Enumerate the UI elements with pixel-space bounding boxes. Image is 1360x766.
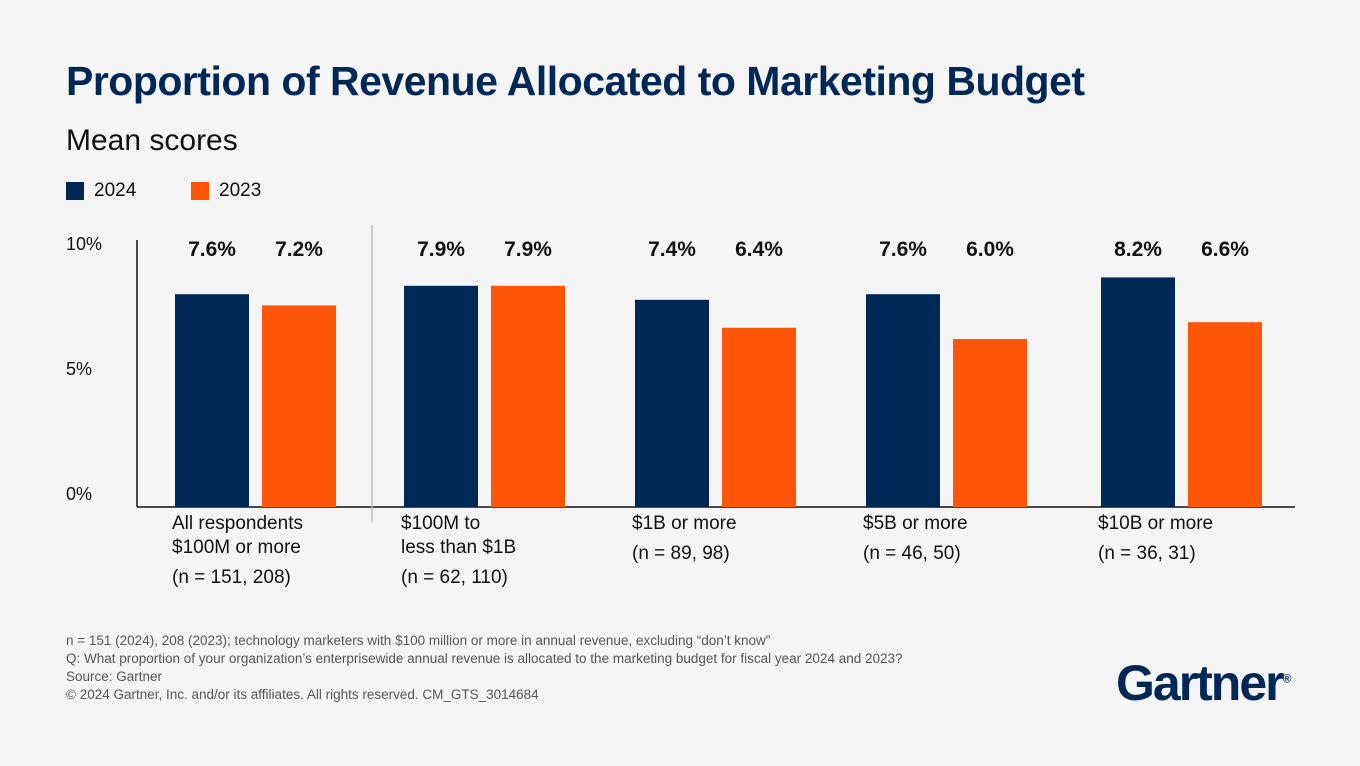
category-label: $5B or more xyxy=(863,513,968,534)
legend-item-2024: 2024 xyxy=(66,180,136,202)
y-tick-label: 10% xyxy=(66,234,103,254)
sample-size-label: (n = 151, 208) xyxy=(172,567,291,588)
bar-2023-0 xyxy=(262,305,336,507)
bar-2024-4 xyxy=(1101,277,1175,507)
category-label: less than $1B xyxy=(401,537,517,558)
data-label: 6.4% xyxy=(735,238,783,261)
category-label: $1B or more xyxy=(632,513,737,534)
footer-question: Q: What proportion of your organization’… xyxy=(66,651,903,666)
bar-2023-2 xyxy=(722,327,796,507)
category-label: All respondents xyxy=(172,513,303,534)
data-label: 6.6% xyxy=(1201,238,1249,261)
sample-size-label: (n = 46, 50) xyxy=(863,543,961,564)
sample-size-label: (n = 89, 98) xyxy=(632,543,730,564)
bar-2023-3 xyxy=(953,339,1027,507)
y-tick-label: 5% xyxy=(66,359,93,379)
y-tick-label: 0% xyxy=(66,484,93,504)
data-label: 7.4% xyxy=(648,238,696,261)
sample-size-label: (n = 36, 31) xyxy=(1098,543,1196,564)
gartner-logo: Gartner® xyxy=(1116,655,1292,711)
bar-2024-1 xyxy=(404,285,478,507)
footer-note: n = 151 (2024), 208 (2023); technology m… xyxy=(66,633,771,648)
legend-label: 2024 xyxy=(94,180,137,201)
chart-title: Proportion of Revenue Allocated to Marke… xyxy=(66,58,1085,104)
legend-swatch-2024 xyxy=(66,182,84,200)
category-label: $100M to xyxy=(401,513,481,534)
bar-2023-1 xyxy=(491,285,565,507)
bar-2024-2 xyxy=(635,299,709,507)
bar-2023-4 xyxy=(1188,322,1262,507)
data-label: 7.6% xyxy=(879,238,927,261)
footer-source: Source: Gartner xyxy=(66,669,163,684)
category-label: $10B or more xyxy=(1098,513,1214,534)
data-label: 8.2% xyxy=(1114,238,1162,261)
data-label: 7.2% xyxy=(275,238,323,261)
bar-2024-3 xyxy=(866,294,940,507)
chart-subtitle: Mean scores xyxy=(66,124,238,157)
category-label: $100M or more xyxy=(172,537,301,558)
footer-copyright: © 2024 Gartner, Inc. and/or its affiliat… xyxy=(66,687,539,702)
legend-swatch-2023 xyxy=(191,182,209,200)
data-label: 6.0% xyxy=(966,238,1014,261)
sample-size-label: (n = 62, 110) xyxy=(401,567,508,588)
data-label: 7.9% xyxy=(417,238,465,261)
legend-label: 2023 xyxy=(219,180,262,201)
bar-2024-0 xyxy=(175,294,249,507)
data-label: 7.6% xyxy=(188,238,236,261)
legend-item-2023: 2023 xyxy=(191,180,261,202)
logo-text: Gartner xyxy=(1116,655,1285,711)
data-label: 7.9% xyxy=(504,238,552,261)
